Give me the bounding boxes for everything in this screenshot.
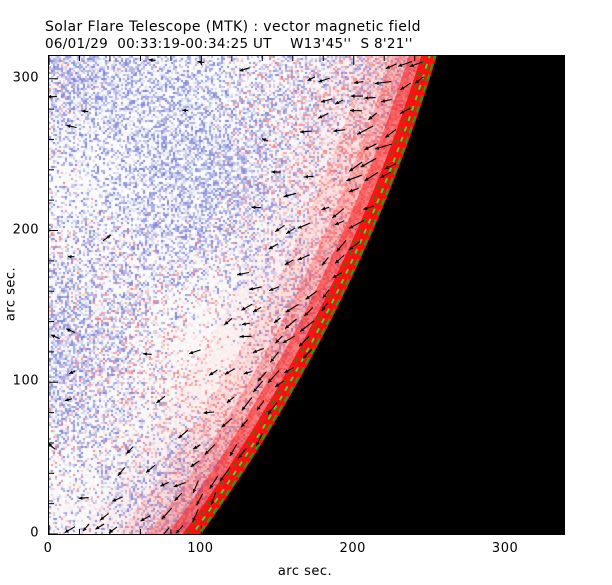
x-tick-labels: 0 100 200 300 — [44, 541, 563, 557]
x-tick-label: 300 — [491, 541, 519, 556]
figure-subtitle: 06/01/29 00:33:19-00:34:25 UT W13'45'' S… — [45, 36, 413, 52]
limb-vector-overlay — [49, 56, 564, 534]
figure-title: Solar Flare Telescope (MTK) : vector mag… — [45, 19, 421, 35]
y-tick-label: 200 — [12, 222, 39, 237]
y-tick-label: 100 — [12, 373, 39, 389]
y-tick-label: 300 — [12, 70, 39, 86]
x-tick-label: 0 — [43, 541, 53, 556]
y-tick-labels: 0 100 200 300 — [0, 55, 44, 540]
x-tick-label: 100 — [187, 541, 214, 556]
plot-area — [48, 55, 565, 535]
y-tick-label: 0 — [30, 525, 39, 541]
x-axis-label: arc sec. — [277, 564, 333, 579]
y-axis-label: arc sec. — [3, 266, 19, 322]
x-tick-label: 200 — [339, 541, 366, 556]
